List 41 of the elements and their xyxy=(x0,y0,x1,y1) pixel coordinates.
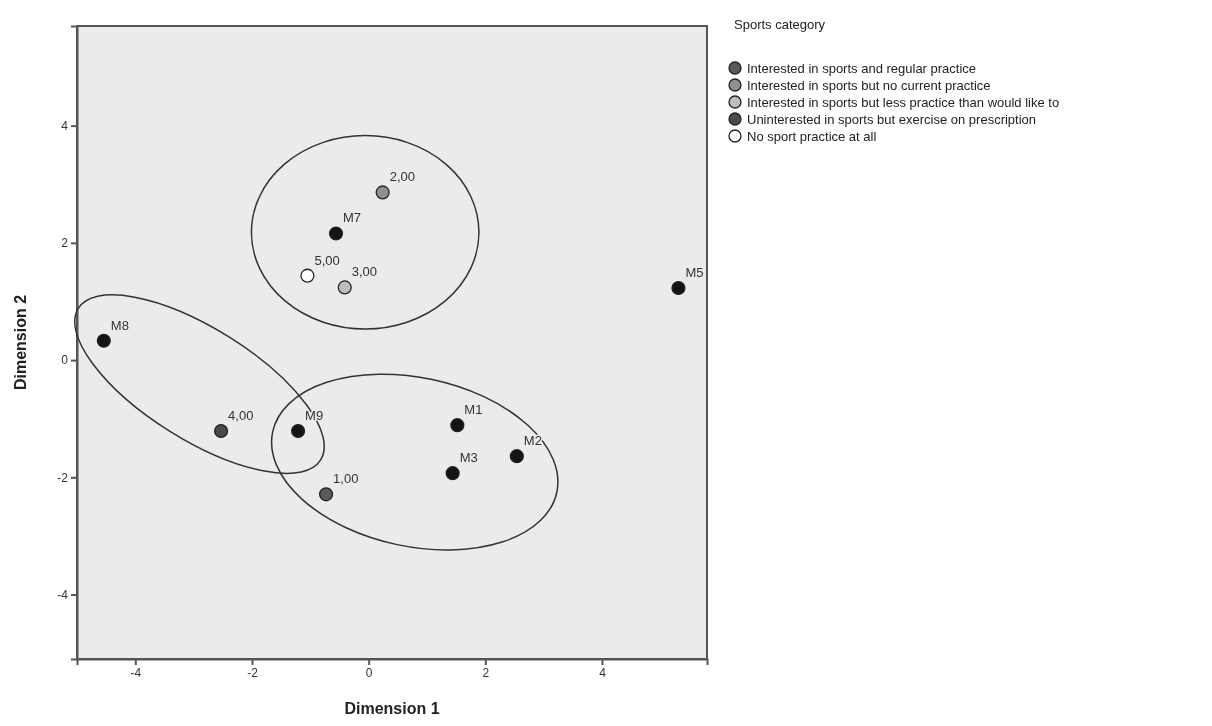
y-tick-label: -4 xyxy=(57,587,69,602)
y-tick-label: 4 xyxy=(61,118,69,133)
annotation: M3 xyxy=(459,450,478,466)
x-tick-label: -2 xyxy=(247,665,259,680)
point xyxy=(291,423,306,439)
annotation: 1,00 xyxy=(333,471,359,487)
x-tick-label: -4 xyxy=(130,665,142,680)
annotation: M8 xyxy=(110,317,129,333)
point xyxy=(337,280,352,295)
point xyxy=(671,280,686,296)
legend-label: Interested in sports but no current practice xyxy=(747,77,991,93)
point xyxy=(214,423,229,439)
x-tick-label: 0 xyxy=(365,665,373,680)
x-axis-title: Dimension 1 xyxy=(344,700,440,717)
annotation: M7 xyxy=(343,210,362,226)
point xyxy=(375,185,390,200)
annotation: M5 xyxy=(685,264,704,280)
annotation: M1 xyxy=(464,402,483,418)
point xyxy=(300,268,315,283)
y-tick-label: 2 xyxy=(61,236,69,251)
x-tick-label: 4 xyxy=(599,665,607,680)
point xyxy=(509,449,524,464)
annotation: M2 xyxy=(523,433,542,449)
annotation: 2,00 xyxy=(389,169,415,185)
annotation: 4,00 xyxy=(228,408,254,423)
legend-title: Sports category xyxy=(734,17,826,32)
annotation: 5,00 xyxy=(314,252,340,268)
y-axis-title: Dimension 2 xyxy=(12,294,29,391)
legend-label: Uninterested in sports but exercise on prescription xyxy=(747,111,1037,127)
x-tick-label: 2 xyxy=(482,665,490,680)
point xyxy=(450,418,465,433)
point xyxy=(319,487,334,502)
annotation: 3,00 xyxy=(351,264,378,280)
point xyxy=(328,226,344,241)
legend-label: Interested in sports but less practice than would like to xyxy=(747,94,1060,110)
y-tick-label: -2 xyxy=(57,470,69,485)
legend-label: Interested in sports and regular practice xyxy=(747,60,977,76)
point xyxy=(96,333,111,348)
y-tick-label: 0 xyxy=(61,353,69,368)
legend-label: No sport practice at all xyxy=(747,128,877,144)
point xyxy=(445,466,460,481)
